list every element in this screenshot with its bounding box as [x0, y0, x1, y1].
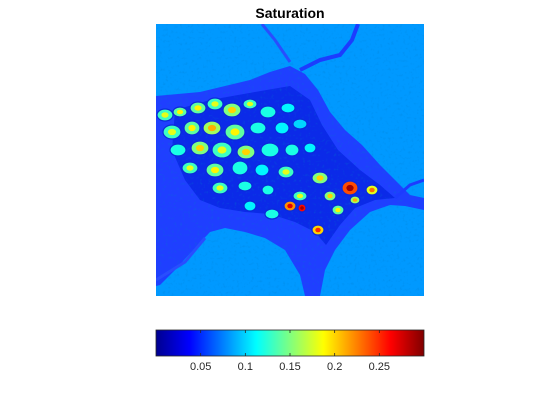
saturation-blob-core — [296, 193, 304, 199]
saturation-blob — [261, 184, 275, 196]
saturation-blob-core — [316, 175, 324, 181]
heatmap-image — [156, 24, 424, 296]
saturation-blob-core — [300, 206, 304, 210]
saturation-blob-core — [335, 207, 341, 213]
speckle-texture — [156, 24, 424, 296]
saturation-blob-core — [241, 148, 251, 156]
saturation-blob — [231, 160, 249, 176]
saturation-blob-core — [161, 112, 169, 118]
saturation-blob — [254, 163, 270, 177]
saturation-blob-core — [246, 101, 254, 107]
saturation-blob-core — [210, 166, 220, 174]
chart-title: Saturation — [255, 5, 324, 21]
saturation-blob-core — [315, 227, 321, 233]
saturation-blob — [303, 142, 317, 154]
saturation-blob — [264, 208, 280, 220]
saturation-blob-core — [207, 124, 217, 132]
saturation-blob-core — [352, 198, 358, 202]
saturation-blob — [237, 180, 253, 192]
saturation-blob-core — [230, 128, 240, 136]
saturation-blob — [169, 143, 187, 157]
saturation-blob-core — [195, 144, 205, 152]
saturation-blob-core — [327, 193, 333, 199]
saturation-blob-core — [194, 105, 202, 111]
saturation-blob-core — [167, 128, 177, 136]
colorbar-tick-label: 0.1 — [238, 361, 253, 373]
colorbar — [155, 329, 425, 357]
saturation-blob-core — [217, 146, 227, 154]
saturation-blob — [260, 142, 280, 158]
colorbar-ticks: 0.05 0.1 0.15 0.2 0.25 — [190, 330, 390, 373]
saturation-blob-core — [227, 106, 237, 114]
saturation-blobs — [156, 97, 379, 236]
saturation-blob-core — [176, 109, 184, 115]
colorbar-tick-label: 0.05 — [190, 361, 211, 373]
saturation-blob-core — [211, 101, 219, 107]
colorbar-tick-label: 0.15 — [279, 361, 300, 373]
saturation-blob — [284, 143, 300, 157]
saturation-blob — [243, 200, 257, 212]
saturation-blob-core — [282, 169, 290, 175]
saturation-blob-core — [287, 203, 293, 209]
saturation-blob — [280, 102, 296, 114]
saturation-blob — [249, 121, 267, 135]
saturation-blob-core — [369, 187, 375, 193]
saturation-blob — [274, 121, 290, 135]
saturation-blob — [259, 105, 277, 119]
colorbar-tick-label: 0.2 — [327, 361, 342, 373]
saturation-blob-core — [186, 165, 194, 171]
saturation-blob-core — [188, 124, 196, 132]
saturation-blob-core — [216, 185, 224, 191]
colorbar-tick-label: 0.25 — [369, 361, 390, 373]
saturation-blob-core — [346, 184, 354, 192]
saturation-blob — [292, 118, 308, 130]
